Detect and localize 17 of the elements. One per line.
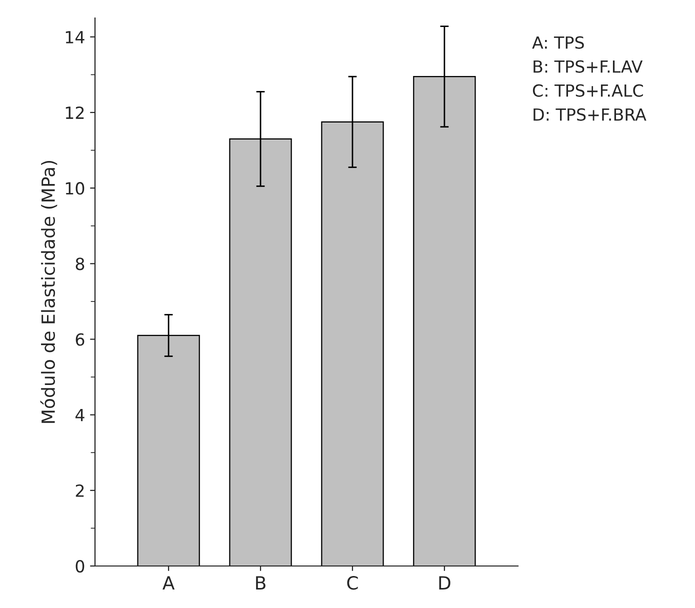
text: B: TPS+F.LAV bbox=[534, 60, 643, 73]
x-tick-label: D bbox=[439, 576, 450, 590]
y-tick-label: 14 bbox=[66, 31, 84, 44]
y-axis-title: Módulo de Elasticidade (MPa) bbox=[40, 160, 58, 423]
x-tick-label: B bbox=[256, 576, 266, 590]
text: A: TPS bbox=[532, 36, 584, 49]
y-tick-label: 2 bbox=[76, 484, 84, 497]
y-tick-label: 12 bbox=[66, 106, 84, 119]
y-tick-label: 10 bbox=[66, 182, 84, 195]
y-tick-label: 8 bbox=[76, 258, 84, 270]
y-tick-label: 0 bbox=[76, 560, 84, 573]
y-tick-label: 4 bbox=[75, 409, 84, 422]
x-tick-label: A bbox=[162, 576, 175, 590]
x-tick-label: C bbox=[347, 576, 358, 590]
text: C: TPS+F.ALC bbox=[532, 84, 643, 97]
y-tick-label: 6 bbox=[76, 333, 84, 346]
text: D: TPS+F.BRA bbox=[534, 108, 646, 121]
